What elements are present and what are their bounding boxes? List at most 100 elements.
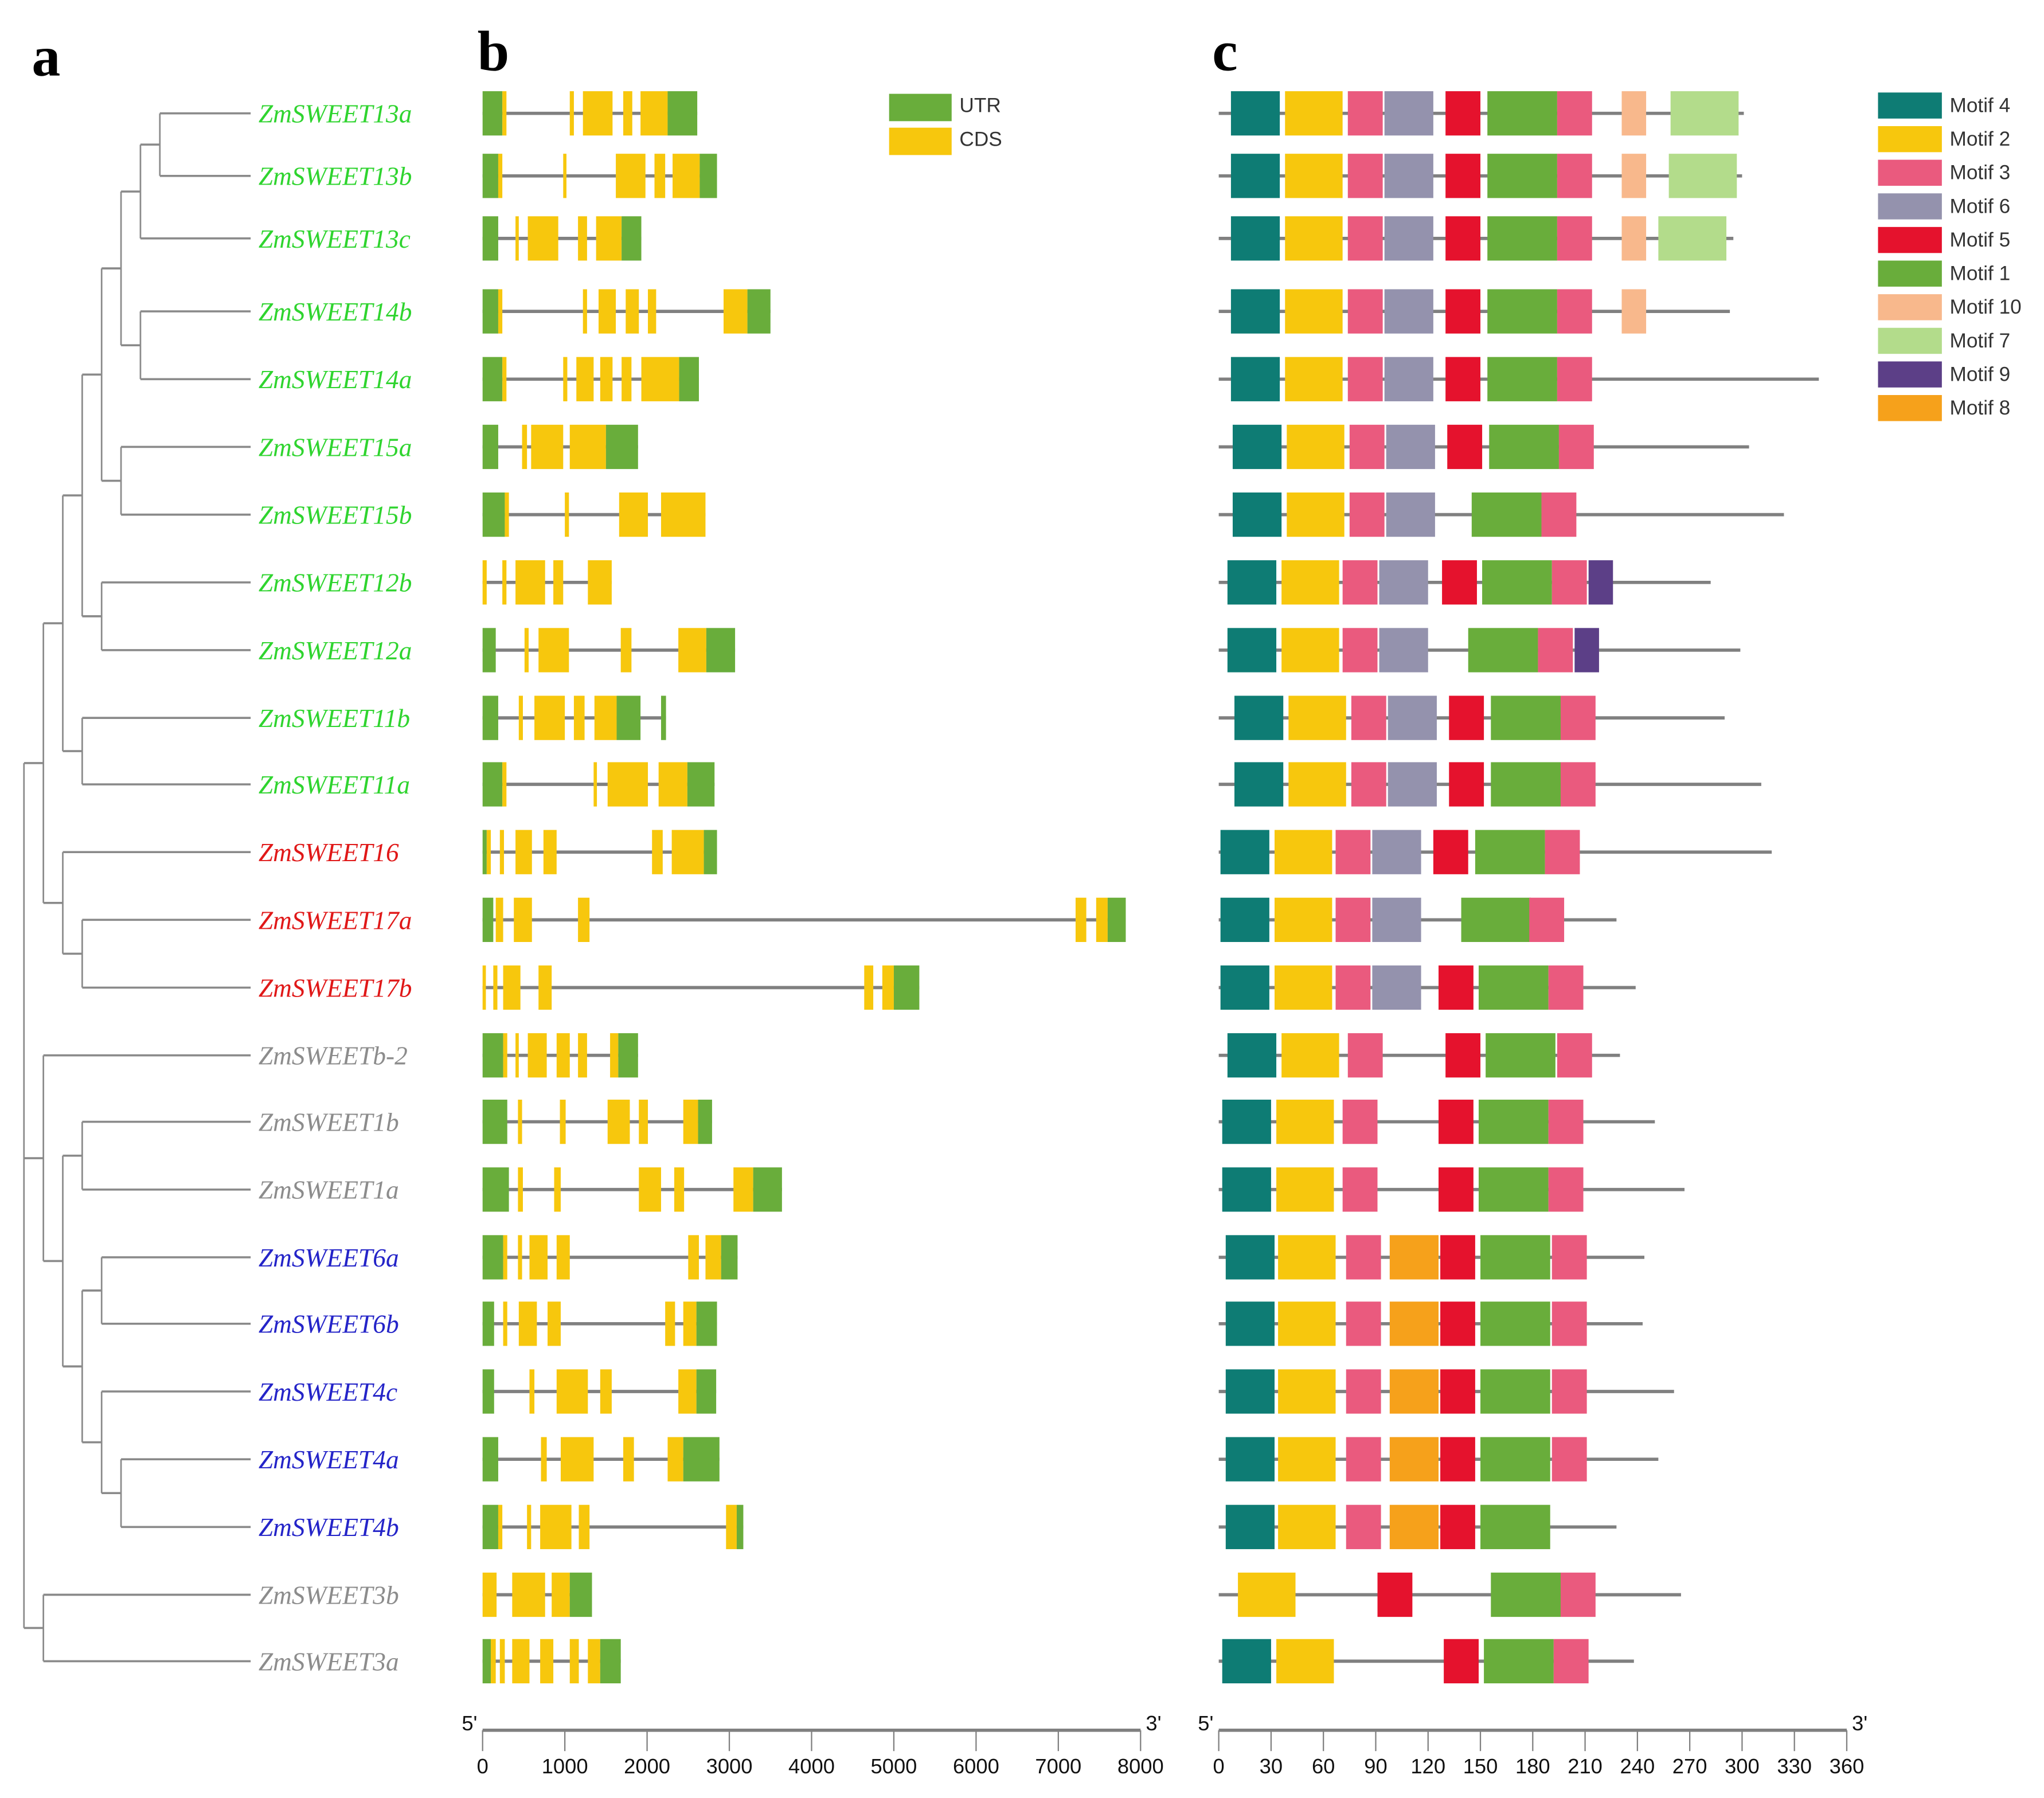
gene-label: ZmSWEET6b [259,1310,399,1339]
cds-block [527,1504,531,1549]
utr-block [482,1369,494,1414]
protein-length-axis: 5' 3' 0 30 60 90 120 150 180 210 240 270 300 330 360 [1198,1711,1867,1778]
motif-legend-label: Motif 10 [1949,296,2021,318]
motif-6-block [1384,289,1433,334]
motif-row [1218,1504,1617,1549]
motif-3-block [1346,1504,1381,1549]
motif-2-block [1276,1167,1334,1212]
gene-structure-row [482,965,920,1010]
gene-labels: ZmSWEET13a ZmSWEET13b ZmSWEET13c ZmSWEET14b… [259,100,412,1676]
motif-legend-label: Motif 6 [1949,195,2010,217]
gene-label: ZmSWEET13a [259,100,412,128]
cds-block [540,1639,554,1684]
cds-block [499,830,504,874]
cds-block [671,830,704,874]
gene-structure-row [482,91,698,136]
gene-label: ZmSWEET14a [259,365,412,394]
gene-label: ZmSWEET3a [259,1647,399,1676]
motif-1-block [1487,154,1557,198]
cds-block [578,216,587,261]
utr-block [482,1167,509,1212]
gene-label: ZmSWEET12b [259,569,412,597]
motif-4-block [1227,1033,1277,1078]
panel-label-c: c [1212,19,1237,83]
motif-3-block [1342,1099,1378,1144]
utr-block [699,154,717,198]
motif-7-block [1670,91,1739,136]
cds-block [864,965,874,1010]
motif-1-block [1478,1099,1549,1144]
cds-block [512,1639,530,1684]
cds-block [578,1033,587,1078]
motif-6-block [1372,897,1421,942]
gene-label: ZmSWEET17b [259,974,412,1002]
motif-row [1218,91,1744,136]
utr-block [482,1504,498,1549]
motif-3-block [1346,1301,1381,1346]
motif-3-block [1557,154,1592,198]
motif-legend-swatch [1878,226,1942,253]
panel-label-a: a [32,25,60,88]
cds-block [498,289,503,334]
motif-5-block [1445,216,1481,261]
cds-block [724,289,748,334]
motif-2-block [1288,695,1346,740]
motif-legend-label: Motif 7 [1949,330,2010,352]
cds-block [518,1301,537,1346]
utr-block [721,1235,738,1280]
cds-block [678,1369,697,1414]
motif-3-block [1349,492,1385,537]
motif-3-block [1557,357,1592,401]
utr-block [482,154,498,198]
motif-4-block [1225,1235,1275,1280]
cds-block [594,695,617,740]
motif-4-block [1222,1639,1271,1684]
motif-3-block [1529,897,1565,942]
utr-block [569,1572,592,1617]
cds-block [486,830,491,874]
cds-block [495,897,503,942]
motif-3-block [1548,1167,1584,1212]
utr-block [696,1301,717,1346]
axis-3prime-label: 3' [1852,1711,1867,1735]
cds-block [502,560,507,605]
motif-row [1218,424,1749,470]
utr-block [482,1235,503,1280]
motif-6-block [1384,91,1433,136]
gene-label: ZmSWEET13b [259,162,412,191]
motif-6-block [1388,695,1437,740]
cds-block [502,357,507,401]
motif-4-block [1234,695,1284,740]
motif-5-block [1445,357,1481,401]
cds-block [518,1235,522,1280]
cds-block [658,762,687,807]
cds-block [534,695,565,740]
axis-tick-label: 5000 [871,1754,917,1778]
motif-3-block [1560,1572,1596,1617]
motif-legend-swatch [1878,327,1942,354]
cds-block [648,289,656,334]
motif-row [1218,1437,1659,1482]
axis-tick-label: 3000 [706,1754,753,1778]
motif-8-block [1389,1235,1439,1280]
motif-1-block [1491,695,1561,740]
motif-3-block [1545,830,1580,874]
motif-1-block [1471,492,1542,537]
axis-tick-label: 0 [477,1754,488,1778]
axis-tick-label: 1000 [542,1754,588,1778]
utr-block [482,628,496,673]
utr-block [698,1099,712,1144]
utr-block [687,762,715,807]
motif-5-block [1449,762,1484,807]
motif-10-block [1621,289,1647,334]
cds-block [482,1572,497,1617]
motif-5-block [1440,1369,1475,1414]
motif-1-block [1480,1235,1550,1280]
cds-block [626,289,639,334]
motif-legend-label: Motif 8 [1949,397,2010,419]
motif-3-block [1548,1099,1584,1144]
motif-5-block [1445,289,1481,334]
motif-2-block [1278,1504,1336,1549]
utr-block [482,424,498,470]
